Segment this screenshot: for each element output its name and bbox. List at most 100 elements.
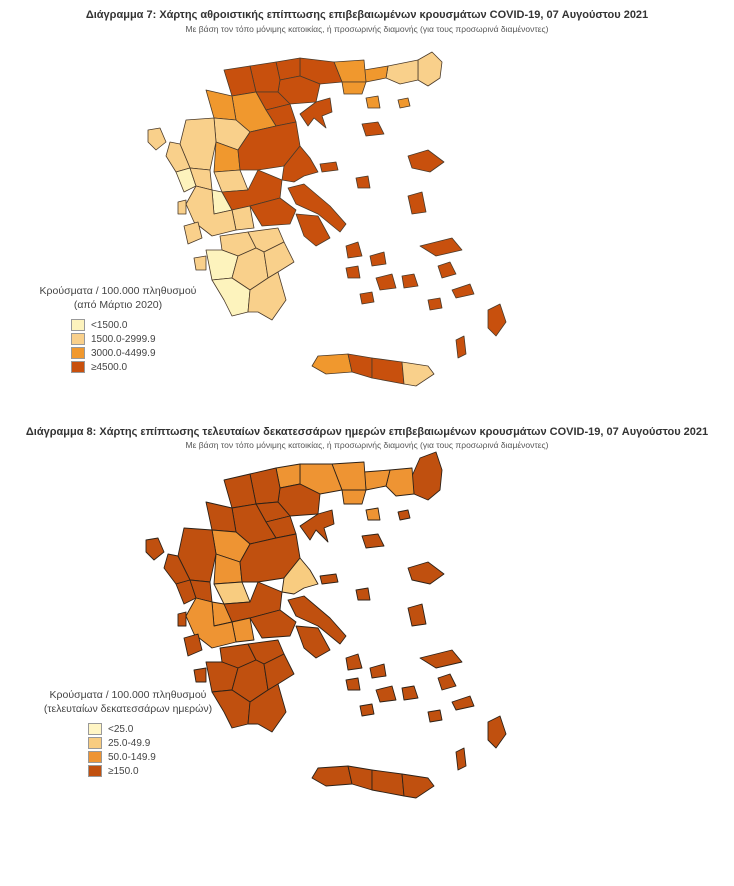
region-karpathos: [455, 335, 467, 359]
region-corfu: [145, 537, 165, 561]
region-rethymno: [347, 765, 373, 791]
legend-swatch: [71, 347, 85, 359]
region-kyklades-1: [369, 663, 387, 679]
region-kyklades-north: [345, 241, 363, 259]
region-samothraki: [397, 509, 411, 521]
legend-subtitle: (τελευταίων δεκατεσσάρων ημερών): [43, 703, 213, 715]
region-ikaria-samos: [419, 649, 463, 669]
region-zakynthos: [193, 255, 207, 271]
region-florina: [223, 65, 257, 97]
region-evros: [417, 51, 443, 87]
region-rodopi: [385, 467, 415, 497]
region-chania: [311, 765, 353, 787]
region-karpathos: [455, 747, 467, 771]
region-heraklion: [371, 357, 405, 385]
region-xanthi: [363, 469, 391, 491]
map-panel-14-days: Διάγραμμα 8: Χάρτης επίπτωσης τελευταίων…: [0, 418, 734, 858]
region-chalkidiki: [299, 97, 333, 129]
region-kos: [451, 283, 475, 299]
region-magnesia: [281, 557, 319, 595]
region-chios: [407, 191, 427, 215]
region-kyklades-1: [369, 251, 387, 267]
region-heraklion: [371, 769, 405, 797]
region-lefkada: [177, 611, 187, 627]
region-samothraki: [397, 97, 411, 109]
region-kyklades-5: [359, 291, 375, 305]
region-kyklades-north: [345, 653, 363, 671]
region-kefalonia: [183, 633, 203, 657]
legend-swatch: [71, 319, 85, 331]
region-evia: [287, 595, 347, 645]
region-kavala: [341, 81, 367, 95]
region-argolida: [263, 241, 295, 279]
region-attica: [295, 625, 331, 659]
region-chalkidiki: [299, 509, 335, 543]
legend-label: 1500.0-2999.9: [91, 333, 156, 345]
legend-swatch: [88, 723, 102, 735]
region-limnos: [361, 121, 385, 137]
region-lakonia: [247, 271, 287, 321]
region-kyklades-3: [375, 273, 397, 291]
region-kos: [451, 695, 475, 711]
region-viotia: [249, 197, 297, 227]
region-sporades: [319, 161, 339, 173]
choropleth-map-cumulative: [147, 51, 507, 387]
legend-label: <1500.0: [91, 319, 128, 331]
region-evros: [411, 451, 443, 501]
region-viotia: [249, 609, 297, 639]
region-lasithi: [401, 361, 435, 387]
region-corfu: [147, 127, 167, 151]
region-magnesia: [281, 145, 319, 183]
region-dodecanese-s: [427, 709, 443, 723]
region-thasos: [365, 507, 381, 521]
legend-item: <1500.0: [71, 318, 208, 332]
region-lesvos: [407, 561, 445, 585]
region-kyklades-4: [401, 273, 419, 289]
region-lakonia: [247, 683, 287, 733]
region-rhodes: [487, 303, 507, 337]
legend-label: 3000.0-4499.9: [91, 347, 156, 359]
region-chania: [311, 353, 353, 375]
region-skyros: [355, 587, 371, 601]
region-lesvos: [407, 149, 445, 173]
legend-label: <25.0: [108, 723, 134, 735]
legend-swatch: [71, 333, 85, 345]
legend-item: 1500.0-2999.9: [71, 332, 208, 346]
region-kyklades-3: [375, 685, 397, 703]
region-dodecanese-s: [427, 297, 443, 311]
legend-label: 50.0-149.9: [108, 751, 156, 763]
legend-item: <25.0: [88, 722, 228, 736]
region-skyros: [355, 175, 371, 189]
region-rodopi: [385, 59, 419, 85]
region-kefalonia: [183, 221, 203, 245]
legend-swatch: [71, 361, 85, 373]
legend-label: 25.0-49.9: [108, 737, 151, 749]
region-thasos: [365, 95, 381, 109]
legend-swatch: [88, 765, 102, 777]
legend-list: <1500.0 1500.0-2999.9 3000.0-4499.9 ≥450…: [71, 318, 208, 374]
region-chios: [407, 603, 427, 627]
legend-title: Κρούσματα / 100.000 πληθυσμού: [39, 285, 197, 297]
map-panel-cumulative: Διάγραμμα 7: Χάρτης αθροιστικής επίπτωση…: [0, 0, 734, 410]
map-title: Διάγραμμα 7: Χάρτης αθροιστικής επίπτωση…: [85, 9, 649, 21]
region-kyklades-4: [401, 685, 419, 701]
region-kyklades-5: [359, 703, 375, 717]
legend-list: <25.0 25.0-49.9 50.0-149.9 ≥150.0: [88, 722, 228, 778]
region-evia: [287, 183, 347, 233]
region-kavala: [341, 489, 367, 505]
region-kyklades-2: [345, 265, 361, 279]
region-zakynthos: [193, 667, 207, 683]
region-karditsa: [213, 169, 249, 193]
region-lasithi: [401, 773, 435, 799]
region-karditsa: [213, 581, 251, 605]
legend-subtitle: (από Μάρτιο 2020): [73, 299, 163, 311]
legend-item: 50.0-149.9: [88, 750, 228, 764]
region-kalymnos: [437, 261, 457, 279]
legend-item: 25.0-49.9: [88, 736, 228, 750]
legend-swatch: [88, 751, 102, 763]
region-sporades: [319, 573, 339, 585]
map-title: Διάγραμμα 8: Χάρτης επίπτωσης τελευταίων…: [25, 426, 709, 438]
choropleth-map-14-days: [145, 451, 507, 799]
region-xanthi: [363, 65, 389, 83]
region-kalymnos: [437, 673, 457, 691]
